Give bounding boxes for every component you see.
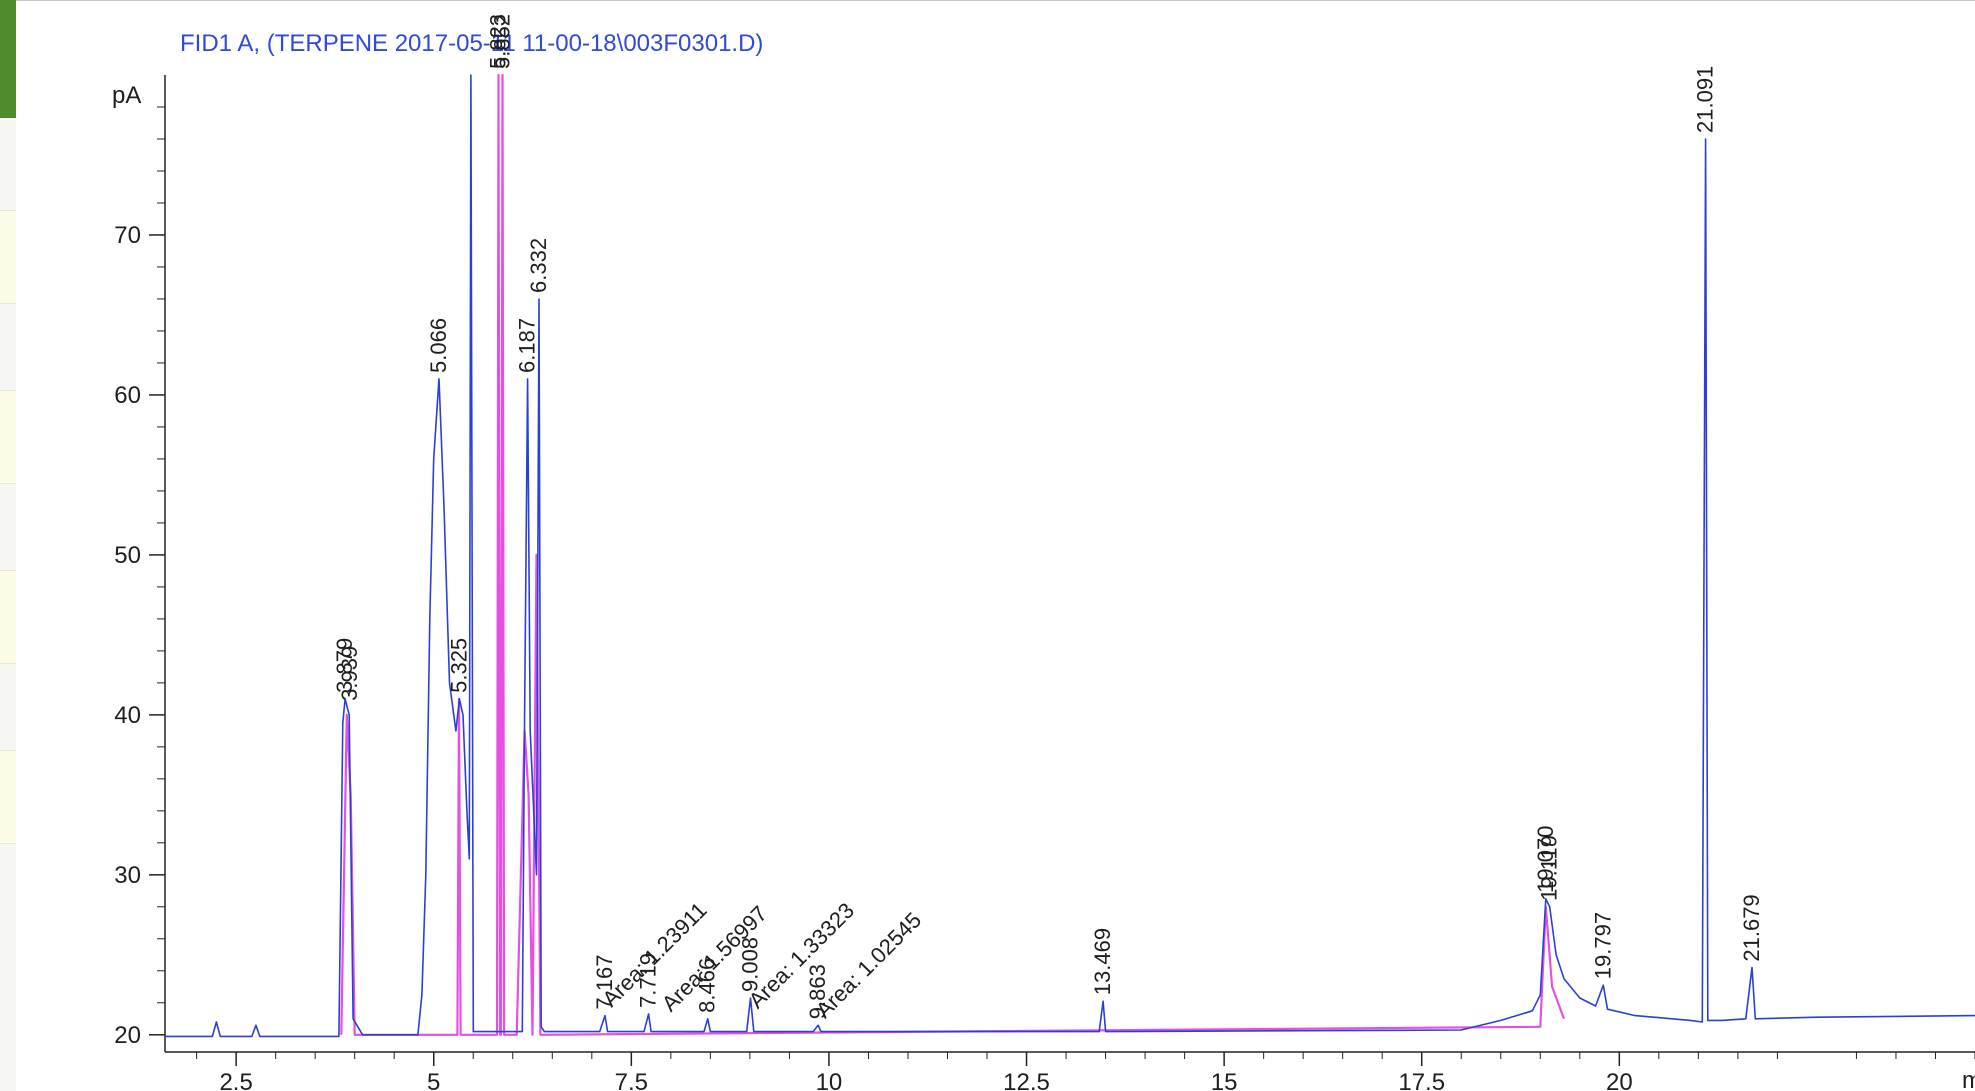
y-tick-label: 50 — [114, 542, 141, 569]
peak-label: 5.852 — [489, 14, 514, 69]
y-tick-label: 20 — [114, 1022, 141, 1049]
peak-label: 5.325 — [446, 638, 471, 693]
peak-label: 21.679 — [1739, 894, 1764, 961]
peak-label: 7.167 — [592, 955, 617, 1010]
y-tick-label: 60 — [114, 382, 141, 409]
y-tick-label: 30 — [114, 862, 141, 889]
sidebar-box — [0, 570, 16, 664]
peak-label: 8.466 — [695, 958, 720, 1013]
peak-label: 6.187 — [515, 318, 540, 373]
x-tick-label: 10 — [816, 1069, 843, 1091]
axes: 20 30 40 50 60 70 2.5 5 7.5 10 12.5 15 17.5 20 — [114, 75, 1975, 1091]
peak-label: 13.469 — [1090, 928, 1115, 995]
peak-label: 19.797 — [1590, 912, 1615, 979]
peak-label: 21.091 — [1693, 66, 1718, 133]
y-axis-label: pA — [112, 82, 141, 109]
x-tick-label: 17.5 — [1398, 1069, 1445, 1091]
peak-label: 19.119 — [1537, 835, 1562, 901]
x-tick-label: 5 — [427, 1069, 440, 1091]
peak-label: 5.823 — [486, 14, 511, 69]
peak-label: 6.332 — [526, 238, 551, 293]
chart-title: FID1 A, (TERPENE 2017-05-11 11-00-18\003… — [180, 30, 764, 57]
y-tick-label: 40 — [114, 702, 141, 729]
peak-label: 9.008 — [738, 937, 763, 992]
x-tick-label: 7.5 — [615, 1069, 648, 1091]
green-tab-marker — [0, 0, 16, 118]
peak-label: 3.939 — [337, 646, 362, 701]
peak-label: 3.879 — [332, 638, 357, 693]
y-tick-label: 70 — [114, 222, 141, 249]
peak-label: 19.070 — [1533, 826, 1558, 893]
peak-label: 7.719 — [636, 953, 661, 1008]
peak-label: 5.066 — [426, 318, 451, 373]
sidebar-box — [0, 210, 16, 304]
frame-border — [16, 0, 1975, 1]
signal-traces — [165, 73, 1975, 1038]
x-tick-label: 2.5 — [219, 1069, 252, 1091]
x-axis-label: m — [1962, 1067, 1975, 1091]
sidebar-box — [0, 390, 16, 484]
sidebar-strip — [0, 120, 16, 1091]
integration-line — [340, 73, 1566, 1036]
sidebar-box — [0, 750, 16, 844]
peak-label: 9.863 — [805, 964, 830, 1019]
x-tick-label: 15 — [1211, 1069, 1238, 1091]
x-tick-label: 20 — [1606, 1069, 1633, 1091]
signal-line — [165, 74, 1975, 1038]
x-tick-label: 12.5 — [1003, 1069, 1050, 1091]
